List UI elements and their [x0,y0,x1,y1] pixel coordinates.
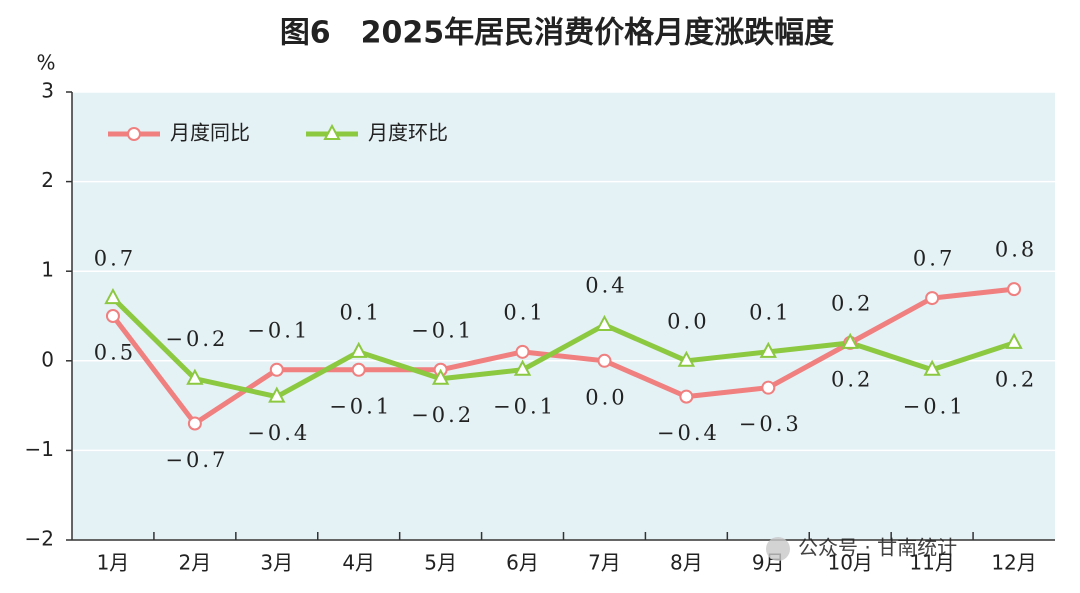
value-label: 0.1 [340,300,382,324]
watermark-icon [766,537,790,561]
x-tick-label: 7月 [588,551,621,575]
x-tick-label: 1月 [97,551,130,575]
point [841,332,859,349]
point [1007,282,1022,297]
point [759,341,777,358]
value-label: 0.2 [831,367,873,391]
value-label: 0.2 [995,367,1037,391]
legend-marker [127,127,141,141]
x-tick-label: 10月 [827,551,872,575]
x-tick-label: 6月 [506,551,539,575]
legend-label: 月度环比 [368,121,448,145]
y-tick-label: 3 [41,79,54,103]
value-label: 0.0 [585,385,627,409]
x-tick-label: 11月 [909,551,954,575]
point [925,291,940,306]
value-label: 0.0 [667,309,709,333]
value-label: −0.1 [411,318,474,342]
point [597,353,612,368]
point [595,314,614,331]
legend-label: 月度同比 [170,121,250,145]
point [269,362,284,377]
series-line [110,286,1015,427]
chart-title: 图6 2025年居民消费价格月度涨跌幅度 [280,16,834,51]
value-label: 0.8 [995,238,1037,262]
x-tick-label: 4月 [342,551,375,575]
value-label: −0.7 [165,448,228,472]
value-label: −0.1 [493,394,556,418]
y-unit: % [36,51,55,75]
legend-marker [323,123,341,140]
point [187,416,202,431]
value-label: −0.2 [165,327,228,351]
point [679,389,694,404]
value-label: −0.1 [903,394,966,418]
value-label: 0.1 [503,300,545,324]
y-tick-label: 0 [41,347,54,371]
point [104,287,122,305]
value-label: 0.7 [913,247,955,271]
value-label: −0.4 [247,421,310,445]
value-label: −0.3 [739,412,802,436]
y-tick-label: −2 [25,527,54,551]
value-label: 0.7 [94,247,136,271]
point [351,362,366,377]
value-label: −0.4 [657,421,720,445]
watermark: 公众号 · 甘南统计 [798,536,957,560]
value-label: 0.5 [94,341,136,365]
point [350,341,368,358]
point [515,344,530,359]
value-label: −0.2 [411,403,474,427]
point [186,368,204,385]
value-label: −0.1 [329,394,392,418]
point [923,359,941,376]
value-label: −0.1 [247,318,310,342]
point [431,368,450,385]
value-label: 0.1 [749,300,791,324]
value-label: 0.4 [585,273,627,297]
point [761,380,776,395]
y-tick-label: 2 [41,168,54,192]
point [1005,332,1023,349]
plot-background [72,92,1055,540]
x-tick-label: 2月 [179,551,212,575]
x-tick-label: 8月 [670,551,703,575]
point [513,359,532,376]
series-line [111,296,1015,400]
x-tick-label: 5月 [424,551,457,575]
point [105,309,120,323]
point [677,350,696,367]
value-label: 0.2 [831,291,873,315]
y-tick-label: 1 [41,258,54,282]
x-tick-label: 3月 [260,551,293,575]
point [268,386,286,403]
y-tick-label: −1 [25,437,54,461]
x-tick-label: 12月 [991,551,1036,575]
